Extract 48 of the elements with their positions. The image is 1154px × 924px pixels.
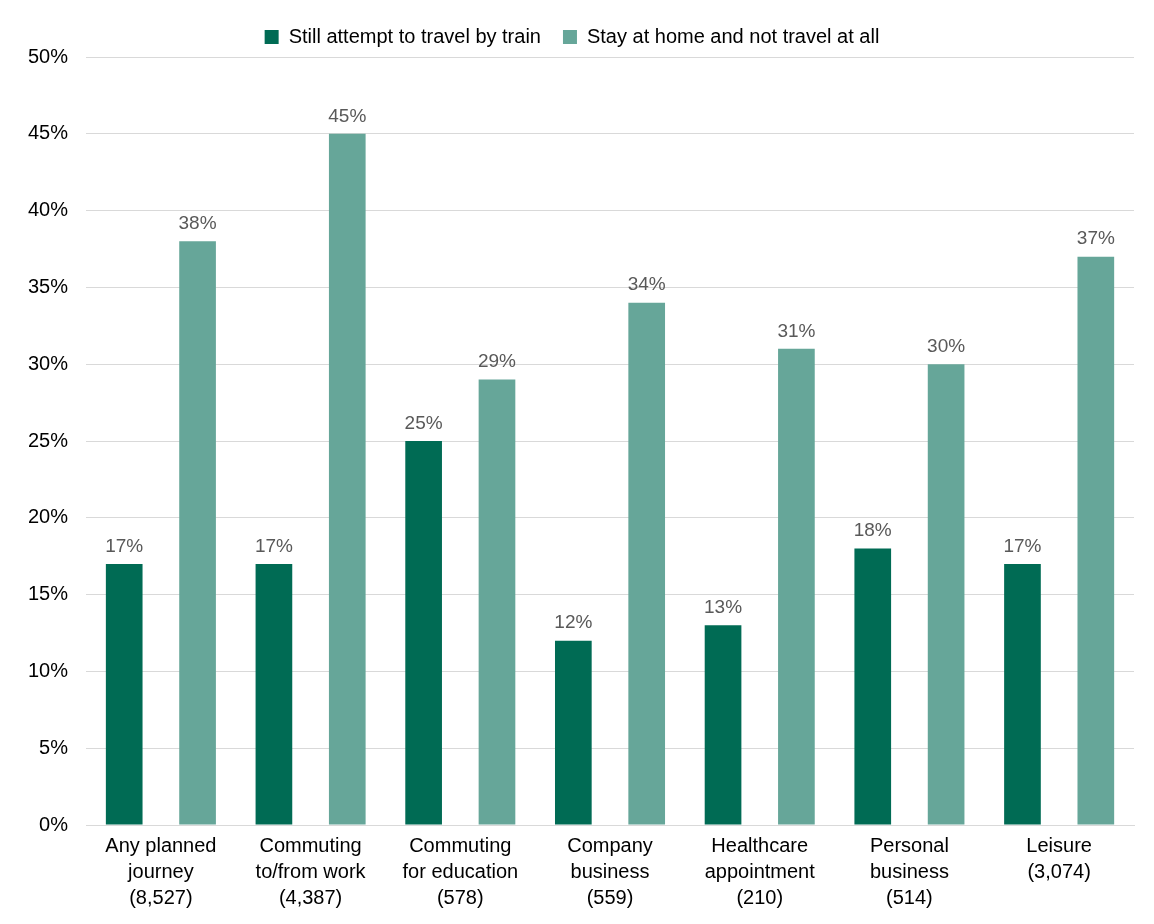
bar [255,563,293,825]
text: 13% [704,596,743,618]
y-tick-label: 25% [28,428,69,451]
x-tick-label: Leisure (3,074) [1026,833,1092,882]
legend-label: Stay at home and not travel at all [586,24,880,47]
text: 17% [1003,534,1042,556]
bar [927,364,965,825]
y-tick-label: 15% [28,582,69,605]
bar [179,241,216,825]
y-tick-label: 20% [28,505,69,528]
y-tick-label: 45% [28,121,69,144]
text: 25% [404,411,443,433]
y-tick-label: 0% [39,812,69,835]
bar [328,133,366,825]
y-tick-label: 35% [28,274,69,297]
text: 30% [927,334,966,356]
y-tick-label: 5% [39,735,69,758]
x-tick-label: Commuting to/from work (4,387) [255,833,367,908]
x-tick-label: Healthcare appointment (210) [704,833,816,908]
text: 18% [853,519,892,541]
bar [1004,563,1041,825]
x-tick-label: Company business (559) [567,833,653,908]
x-tick-label: Commuting for education (578) [402,833,519,908]
bar [854,548,892,825]
bar [105,563,143,825]
x-tick-label: Personal business (514) [869,833,949,908]
bar [778,348,815,825]
bar [555,640,592,825]
legend-label: Still attempt to travel by train [288,24,541,47]
text: 38% [178,212,217,234]
y-tick-label: 30% [28,351,69,374]
bar [1077,256,1115,825]
bar [478,379,516,825]
bar [628,302,666,825]
text: 29% [477,350,516,372]
text: 17% [254,534,293,556]
y-tick-label: 50% [28,44,69,67]
text: 12% [554,611,593,633]
text: 34% [627,273,666,295]
x-tick-label: Any planned journey (8,527) [105,833,217,908]
bar [405,441,442,825]
y-tick-label: 10% [28,658,69,681]
text: 31% [777,319,816,341]
y-tick-label: 40% [28,198,69,221]
bar [704,625,742,825]
text: 45% [328,104,367,126]
text: 37% [1076,227,1115,249]
text: 17% [105,534,144,556]
